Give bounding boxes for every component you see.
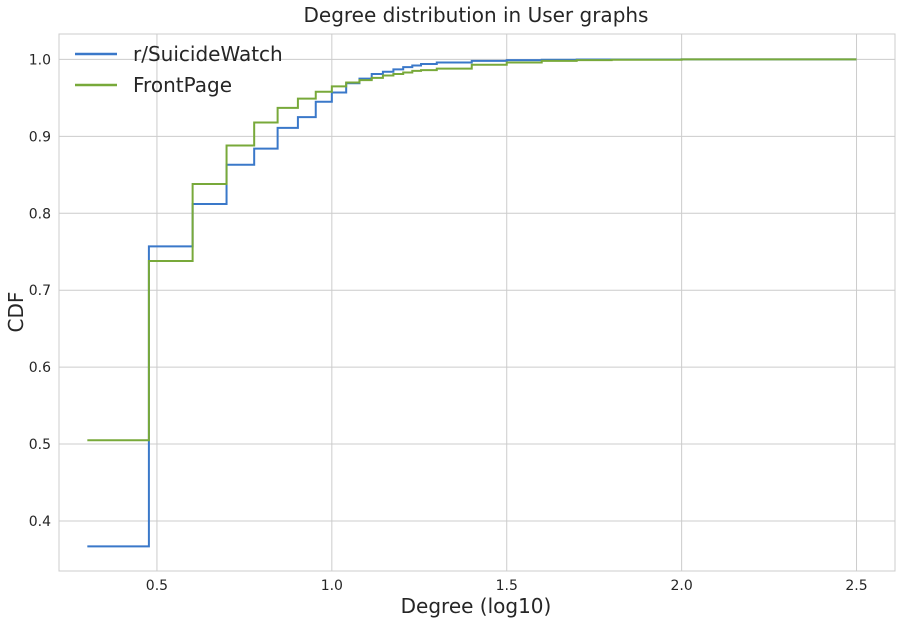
x-tick-label: 0.5 [146,578,168,594]
legend-label: r/SuicideWatch [133,42,283,66]
series-line-r-suicidewatch [87,58,857,548]
y-tick-label: 0.6 [29,360,51,376]
x-tick-label: 1.0 [321,578,343,594]
x-tick-label: 1.5 [496,578,518,594]
chart-title: Degree distribution in User graphs [304,3,649,27]
y-tick-label: 1.0 [29,52,51,68]
legend-label: FrontPage [133,73,232,97]
y-tick-label: 0.4 [29,514,51,530]
y-tick-labels: 0.4 0.5 0.6 0.7 0.8 0.9 1.0 [29,52,51,530]
x-tick-labels: 0.5 1.0 1.5 2.0 2.5 [146,578,868,594]
legend: r/SuicideWatch FrontPage [75,42,283,97]
series-group [87,58,857,548]
plot-frame [58,33,896,572]
x-tick-label: 2.0 [670,578,692,594]
y-tick-label: 0.8 [29,206,51,222]
series-line-frontpage [87,58,857,442]
grid [59,34,895,571]
y-tick-label: 0.5 [29,437,51,453]
y-tick-label: 0.7 [29,283,51,299]
y-axis-label: CDF [4,292,28,333]
y-tick-label: 0.9 [29,129,51,145]
x-tick-label: 2.5 [845,578,867,594]
x-axis-label: Degree (log10) [401,594,552,618]
